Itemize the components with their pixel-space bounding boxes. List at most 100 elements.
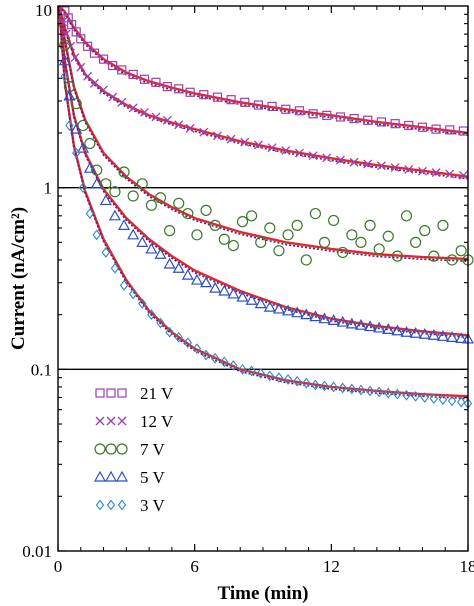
data-point-triangle bbox=[90, 177, 103, 189]
data-point-diamond bbox=[92, 229, 101, 241]
data-point-square bbox=[151, 77, 161, 87]
data-point-triangle bbox=[391, 324, 404, 336]
data-point-triangle bbox=[77, 141, 90, 153]
data-point-diamond bbox=[106, 499, 116, 511]
data-point-triangle bbox=[345, 317, 358, 329]
cross-stroke bbox=[76, 62, 86, 72]
fit-curve-dotted bbox=[58, 5, 469, 180]
data-point-circle bbox=[109, 186, 121, 198]
data-point-triangle bbox=[83, 161, 96, 173]
data-point-triangle bbox=[263, 300, 276, 312]
legend-item: 3 V bbox=[95, 496, 165, 515]
data-point-cross bbox=[431, 168, 441, 178]
cross-stroke bbox=[240, 137, 250, 147]
data-point-cross bbox=[61, 29, 71, 39]
data-point-cross bbox=[99, 85, 109, 95]
data-point-square bbox=[108, 60, 118, 71]
data-point-circle bbox=[410, 236, 422, 248]
data-point-diamond bbox=[274, 372, 284, 384]
data-point-triangle bbox=[236, 290, 249, 302]
data-point-triangle bbox=[364, 320, 377, 332]
data-point-triangle bbox=[309, 310, 322, 322]
data-point-triangle bbox=[354, 318, 367, 330]
data-point-diamond bbox=[302, 377, 311, 389]
data-point-circle bbox=[118, 166, 130, 178]
y-axis-title: Current (nA/cm²) bbox=[8, 207, 29, 350]
data-point-diamond bbox=[183, 337, 193, 349]
cross-stroke bbox=[117, 416, 127, 426]
data-point-cross bbox=[349, 157, 359, 167]
cross-stroke bbox=[281, 146, 291, 156]
data-point-triangle bbox=[436, 330, 449, 341]
fit-curves bbox=[57, 5, 469, 400]
data-point-circle bbox=[264, 222, 276, 234]
data-point-square bbox=[376, 117, 387, 127]
data-point-triangle bbox=[218, 284, 231, 296]
data-point-triangle bbox=[300, 308, 313, 320]
data-point-diamond bbox=[438, 394, 448, 406]
data-point-diamond bbox=[72, 147, 81, 159]
data-point-diamond bbox=[283, 374, 293, 385]
data-point-square bbox=[417, 122, 428, 132]
data-point-triangle bbox=[99, 194, 112, 206]
data-point-triangle bbox=[118, 219, 131, 230]
cross-stroke bbox=[404, 164, 414, 174]
data-point-cross bbox=[376, 161, 386, 171]
data-point-circle bbox=[91, 164, 103, 176]
data-point-square bbox=[445, 125, 455, 135]
cross-stroke bbox=[308, 151, 318, 161]
data-point-diamond bbox=[174, 331, 183, 343]
data-point-circle bbox=[337, 246, 349, 259]
data-point-square bbox=[106, 388, 116, 398]
data-point-square bbox=[76, 34, 86, 44]
legend-item: 21 V bbox=[95, 384, 174, 403]
cross-stroke bbox=[61, 29, 71, 39]
data-point-cross bbox=[95, 416, 105, 426]
cross-stroke bbox=[151, 112, 161, 122]
data-point-circle bbox=[191, 229, 203, 241]
data-point-circle bbox=[84, 137, 96, 150]
data-point-triangle bbox=[400, 326, 413, 337]
data-point-diamond bbox=[256, 367, 265, 379]
data-point-triangle bbox=[418, 328, 431, 339]
data-point-cross bbox=[294, 148, 304, 158]
data-point-square bbox=[89, 48, 100, 58]
data-point-square bbox=[335, 112, 346, 122]
data-point-circle bbox=[218, 233, 230, 245]
data-point-circle bbox=[116, 443, 128, 455]
data-point-cross bbox=[267, 143, 277, 153]
data-point-square bbox=[267, 101, 277, 112]
fit-curve bbox=[58, 5, 469, 135]
data-point-circle bbox=[318, 236, 331, 248]
data-point-circle bbox=[136, 178, 148, 190]
data-point-circle bbox=[77, 119, 89, 132]
cross-stroke bbox=[83, 71, 93, 81]
data-point-cross bbox=[174, 120, 184, 130]
data-point-cross bbox=[458, 170, 468, 180]
cross-stroke bbox=[390, 163, 400, 173]
data-point-triangle bbox=[455, 332, 468, 344]
data-point-diamond bbox=[247, 365, 256, 377]
data-point-diamond bbox=[292, 375, 302, 387]
data-point-triangle bbox=[63, 89, 76, 101]
data-point-triangle bbox=[58, 54, 71, 66]
data-point-triangle bbox=[373, 321, 386, 333]
fit-curve bbox=[57, 5, 469, 398]
data-point-circle bbox=[105, 443, 117, 455]
data-point-cross bbox=[308, 151, 318, 161]
data-point-triangle bbox=[282, 304, 295, 316]
data-point-square bbox=[117, 65, 127, 75]
data-point-diamond bbox=[420, 392, 429, 403]
x-tick-label: 18 bbox=[460, 557, 474, 576]
data-point-cross bbox=[226, 134, 236, 144]
data-point-cross bbox=[445, 169, 455, 179]
data-point-diamond bbox=[95, 499, 105, 511]
cross-stroke bbox=[253, 140, 263, 150]
cross-stroke bbox=[431, 168, 441, 178]
x-axis-title: Time (min) bbox=[218, 583, 309, 604]
data-point-triangle bbox=[209, 281, 222, 293]
data-point-cross bbox=[335, 155, 345, 165]
data-point-circle bbox=[154, 192, 167, 204]
data-point-cross bbox=[404, 164, 414, 174]
legend-label: 3 V bbox=[140, 496, 165, 515]
